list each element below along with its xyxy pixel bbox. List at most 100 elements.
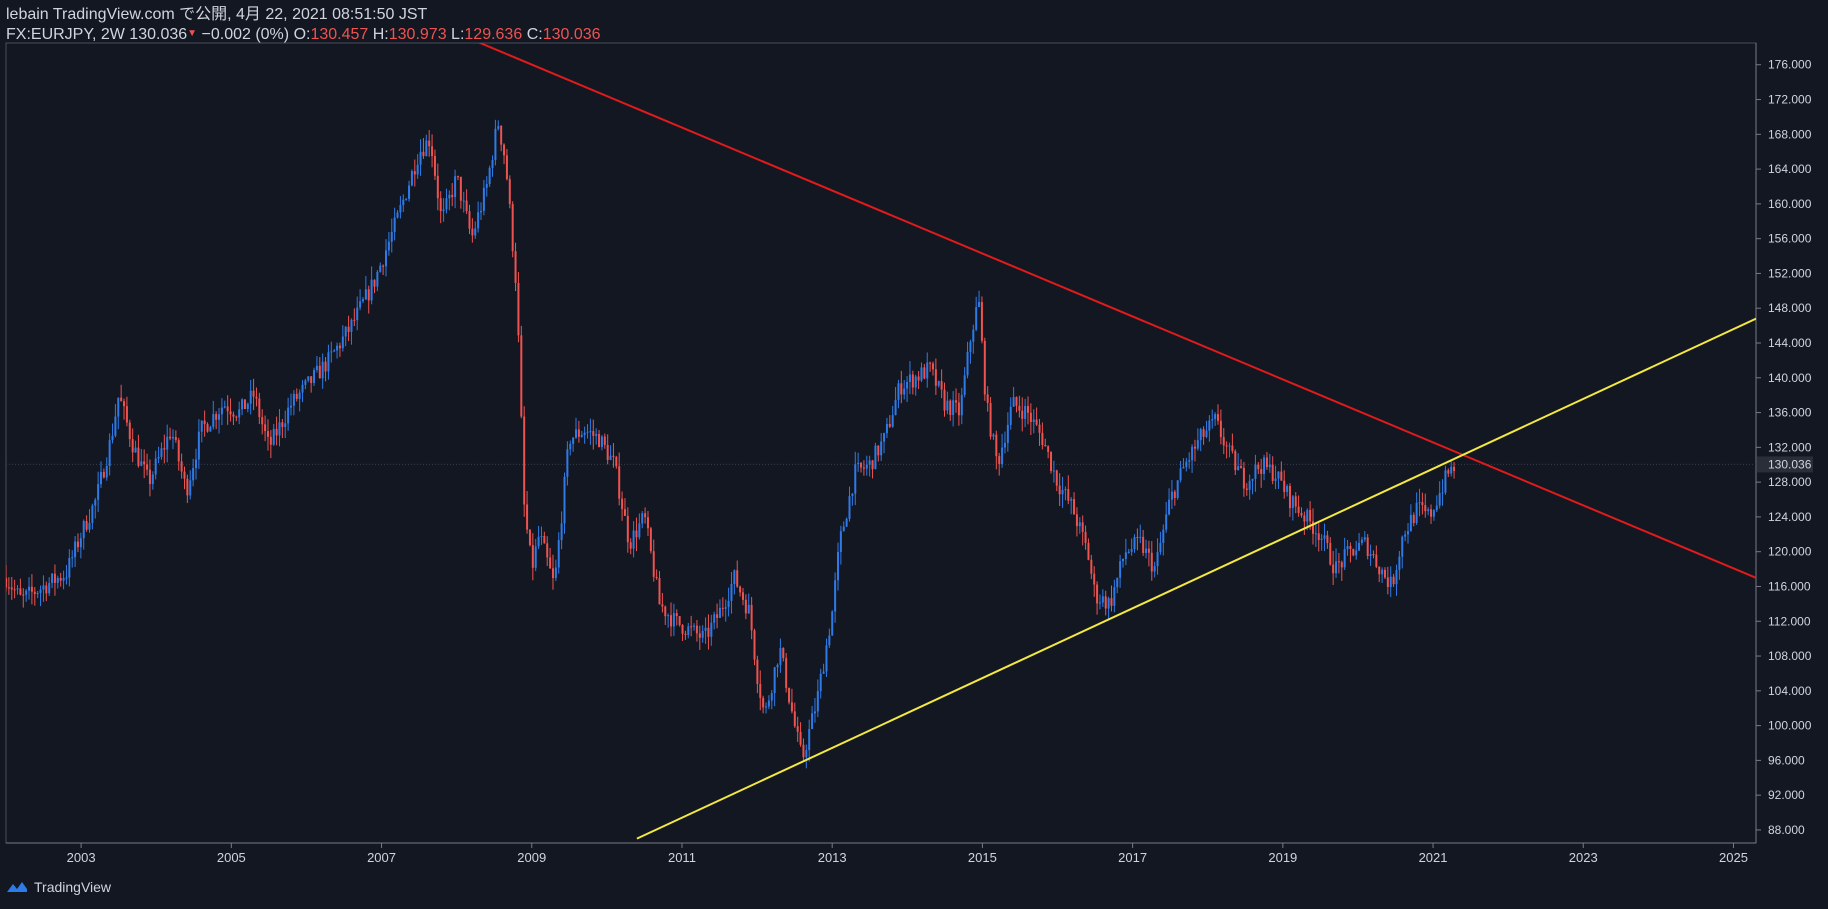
candle-body <box>828 635 831 646</box>
candle-body <box>284 423 287 427</box>
footer-brand[interactable]: TradingView <box>6 879 111 895</box>
candle-body <box>531 545 534 568</box>
candle-body <box>790 702 793 712</box>
resistance-trendline[interactable] <box>449 30 1756 579</box>
close-value: 130.036 <box>542 26 601 43</box>
candle-body <box>79 538 82 548</box>
candle-body <box>451 194 454 198</box>
candle-body <box>1133 537 1136 550</box>
candle-body <box>641 513 644 524</box>
candle-body <box>903 388 906 395</box>
price-tick-label: 116.000 <box>1768 579 1811 593</box>
candle-body <box>1268 464 1271 468</box>
candle-body <box>1343 549 1346 568</box>
candle-body <box>56 577 59 583</box>
candle-body <box>759 683 762 698</box>
candle-body <box>7 587 10 589</box>
candle-body <box>290 405 293 408</box>
candle-body <box>474 228 477 236</box>
candle-body <box>646 517 649 529</box>
candle-body <box>462 200 465 202</box>
candle-body <box>678 616 681 625</box>
candle-body <box>1237 466 1240 471</box>
candle-body <box>1363 537 1366 540</box>
candle-body <box>1081 522 1084 532</box>
candle-body <box>385 250 388 267</box>
candle-body <box>1424 505 1427 512</box>
time-tick-label: 2023 <box>1569 850 1598 865</box>
candle-body <box>405 198 408 200</box>
candle-body <box>1015 397 1018 406</box>
time-tick-label: 2017 <box>1118 850 1147 865</box>
candle-body <box>618 466 621 499</box>
candle-body <box>410 171 413 186</box>
candle-body <box>785 658 788 688</box>
support-trendline[interactable] <box>636 317 1756 840</box>
candle-body <box>100 471 103 485</box>
candle-body <box>799 731 802 745</box>
candle-body <box>908 374 911 382</box>
time-axis[interactable]: 2003 2005 2007 2009 2011 2013 2015 2017 2019 2021… <box>67 843 1748 865</box>
candle-body <box>125 406 128 423</box>
low-label: L: <box>451 26 465 43</box>
candle-body <box>1176 480 1179 498</box>
candle-body <box>543 535 546 544</box>
candle-body <box>1018 405 1021 411</box>
price-axis[interactable]: 88.000 92.000 96.000 100.000 104.000 108.000 1… <box>1756 58 1812 837</box>
candle-body <box>943 389 946 411</box>
candle-body <box>154 458 157 475</box>
candle-body <box>62 578 65 581</box>
candle-body <box>22 594 25 596</box>
candle-body <box>537 536 540 547</box>
last-price-label: 130.036 <box>1768 457 1812 471</box>
footer-brand-label: TradingView <box>34 879 112 895</box>
candle-body <box>1366 537 1369 556</box>
trendlines[interactable] <box>449 30 1756 840</box>
candle-body <box>422 151 425 157</box>
candle-body <box>1300 512 1303 516</box>
candle-body <box>1127 551 1130 553</box>
candle-body <box>934 369 937 386</box>
candle-body <box>1121 559 1124 562</box>
candle-body <box>1228 445 1231 447</box>
candle-body <box>356 307 359 321</box>
candle-body <box>629 542 632 549</box>
candle-body <box>727 600 730 608</box>
candle-body <box>995 434 998 457</box>
candle-body <box>1110 598 1113 606</box>
close-label: C: <box>526 26 543 43</box>
candle-body <box>454 176 457 198</box>
symbol-interval[interactable]: FX:EURJPY, 2W <box>6 26 125 43</box>
candle-body <box>1225 445 1228 447</box>
candle-body <box>68 558 71 578</box>
candle-body <box>91 505 94 523</box>
candle-body <box>851 493 854 497</box>
candle-body <box>1340 562 1343 568</box>
candle-body <box>632 530 635 549</box>
candle-body <box>854 464 857 494</box>
candle-body <box>376 271 379 287</box>
candle-body <box>197 431 200 460</box>
candle-body <box>1075 514 1078 527</box>
candle-body <box>753 630 756 660</box>
candle-body <box>10 587 13 590</box>
price-tick-label: 176.000 <box>1768 58 1812 72</box>
candle-body <box>379 265 382 272</box>
candle-body <box>74 541 77 558</box>
candle-body <box>318 365 321 379</box>
candle-body <box>373 279 376 287</box>
candle-body <box>1360 539 1363 543</box>
candle-body <box>661 604 664 607</box>
candle-body <box>1412 514 1415 524</box>
candle-body <box>97 484 100 500</box>
candle-body <box>793 711 796 727</box>
candle-body <box>223 406 226 408</box>
candle-body <box>877 445 880 456</box>
candle-body <box>874 445 877 470</box>
candle-body <box>1021 410 1024 419</box>
candle-body <box>704 627 707 631</box>
candle-body <box>972 329 975 342</box>
candle-body <box>1006 424 1009 443</box>
candle-body <box>1061 490 1064 495</box>
